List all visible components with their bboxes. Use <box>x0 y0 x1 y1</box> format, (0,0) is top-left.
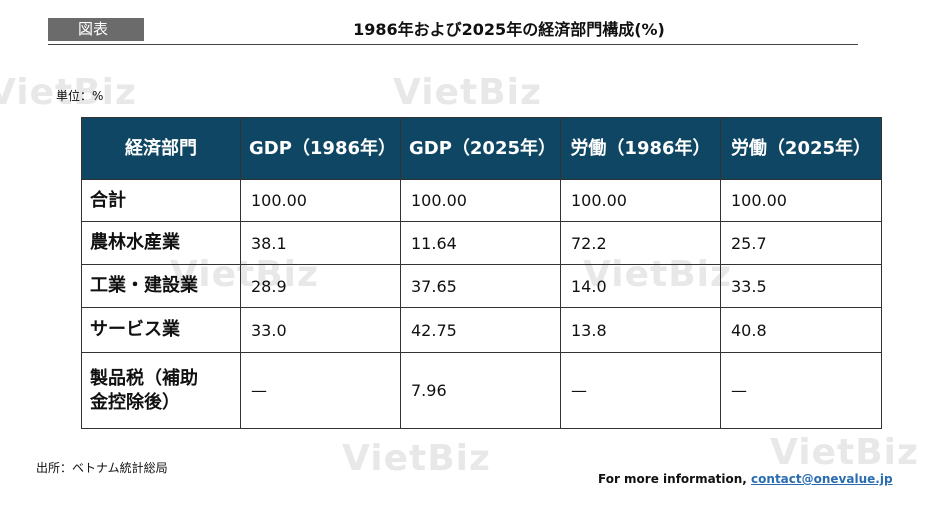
figure-tag: 図表 <box>48 18 144 41</box>
value-cell: — <box>560 352 721 429</box>
value-cell: 100.00 <box>560 179 721 222</box>
watermark: VietBiz <box>342 438 491 479</box>
value-cell: 13.8 <box>560 307 721 353</box>
unit-label: 単位：% <box>56 89 104 103</box>
table-row: 工業・建設業 28.9 37.65 14.0 33.5 <box>81 264 882 308</box>
contact-prefix: For more information, <box>598 472 752 486</box>
value-cell: 11.64 <box>400 221 561 265</box>
value-cell: 28.9 <box>240 264 401 308</box>
value-cell: 100.00 <box>720 179 882 222</box>
sector-cell: 合計 <box>81 179 241 222</box>
column-header: 労働（2025年） <box>720 117 882 180</box>
value-cell: 100.00 <box>240 179 401 222</box>
value-cell: 40.8 <box>720 307 882 353</box>
value-cell: 37.65 <box>400 264 561 308</box>
watermark: VietBiz <box>393 72 542 113</box>
value-cell: 25.7 <box>720 221 882 265</box>
contact-note: For more information, contact@onevalue.j… <box>598 472 893 486</box>
value-cell: 7.96 <box>400 352 561 429</box>
column-header: 労働（1986年） <box>560 117 721 180</box>
value-cell: 33.5 <box>720 264 882 308</box>
table-row: サービス業 33.0 42.75 13.8 40.8 <box>81 307 882 353</box>
sector-cell: サービス業 <box>81 307 241 353</box>
value-cell: 14.0 <box>560 264 721 308</box>
table-row: 製品税（補助金控除後） — 7.96 — — <box>81 352 882 429</box>
sector-cell: 工業・建設業 <box>81 264 241 308</box>
value-cell: 100.00 <box>400 179 561 222</box>
value-cell: 38.1 <box>240 221 401 265</box>
column-header: GDP（1986年） <box>240 117 401 180</box>
value-cell: — <box>720 352 882 429</box>
data-table: 経済部門 GDP（1986年） GDP（2025年） 労働（1986年） 労働（… <box>81 117 882 429</box>
table-row: 合計 100.00 100.00 100.00 100.00 <box>81 179 882 222</box>
value-cell: 42.75 <box>400 307 561 353</box>
watermark: VietBiz <box>0 72 137 113</box>
contact-email-link[interactable]: contact@onevalue.jp <box>751 472 893 486</box>
title-divider <box>48 44 858 45</box>
source-note: 出所：ベトナム統計総局 <box>36 461 168 475</box>
sector-cell: 製品税（補助金控除後） <box>81 352 241 429</box>
page-title: 1986年および2025年の経済部門構成(%) <box>353 20 665 39</box>
value-cell: 33.0 <box>240 307 401 353</box>
value-cell: — <box>240 352 401 429</box>
value-cell: 72.2 <box>560 221 721 265</box>
sector-cell: 農林水産業 <box>81 221 241 265</box>
column-header: GDP（2025年） <box>400 117 561 180</box>
column-header: 経済部門 <box>81 117 241 180</box>
table-header-row: 経済部門 GDP（1986年） GDP（2025年） 労働（1986年） 労働（… <box>81 117 882 180</box>
watermark: VietBiz <box>770 432 919 473</box>
table-row: 農林水産業 38.1 11.64 72.2 25.7 <box>81 221 882 265</box>
